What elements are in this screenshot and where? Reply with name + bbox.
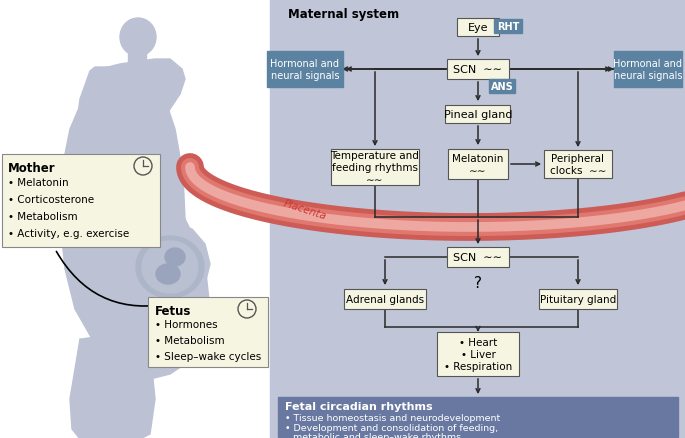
Text: Temperature and
feeding rhythms
∼∼: Temperature and feeding rhythms ∼∼ <box>331 151 419 184</box>
Text: Placenta: Placenta <box>282 198 327 222</box>
Bar <box>0 0 270 438</box>
Ellipse shape <box>165 248 185 266</box>
Text: • Corticosterone: • Corticosterone <box>8 194 94 205</box>
Ellipse shape <box>136 237 204 298</box>
Text: Pineal gland: Pineal gland <box>444 110 512 120</box>
FancyBboxPatch shape <box>448 150 508 180</box>
FancyBboxPatch shape <box>447 247 509 267</box>
Text: Mother: Mother <box>8 162 55 175</box>
FancyBboxPatch shape <box>278 397 678 437</box>
FancyBboxPatch shape <box>544 151 612 179</box>
FancyBboxPatch shape <box>489 80 515 94</box>
Text: Pituitary gland: Pituitary gland <box>540 294 616 304</box>
Polygon shape <box>75 68 185 279</box>
Text: • Metabolism: • Metabolism <box>155 335 225 345</box>
Text: Adrenal glands: Adrenal glands <box>346 294 424 304</box>
Text: Fetal circadian rhythms: Fetal circadian rhythms <box>285 401 433 411</box>
Text: Peripheral
clocks  ∼∼: Peripheral clocks ∼∼ <box>550 154 606 175</box>
FancyBboxPatch shape <box>437 332 519 376</box>
Text: • Heart
• Liver
• Respiration: • Heart • Liver • Respiration <box>444 338 512 371</box>
FancyArrowPatch shape <box>56 252 164 308</box>
FancyBboxPatch shape <box>457 19 499 37</box>
FancyBboxPatch shape <box>148 297 268 367</box>
Text: • Metabolism: • Metabolism <box>8 212 77 222</box>
FancyBboxPatch shape <box>539 290 617 309</box>
Text: • Melatonin: • Melatonin <box>8 177 69 187</box>
Ellipse shape <box>142 241 198 293</box>
FancyBboxPatch shape <box>445 106 510 124</box>
Text: • Tissue homeostasis and neurodevelopment: • Tissue homeostasis and neurodevelopmen… <box>285 413 500 422</box>
Ellipse shape <box>156 265 180 284</box>
Text: • Sleep–wake cycles: • Sleep–wake cycles <box>155 351 261 361</box>
Ellipse shape <box>120 19 156 57</box>
FancyBboxPatch shape <box>2 155 160 247</box>
FancyBboxPatch shape <box>331 150 419 186</box>
FancyBboxPatch shape <box>344 290 426 309</box>
Polygon shape <box>60 60 210 379</box>
Text: • Development and consolidation of feeding,: • Development and consolidation of feedi… <box>285 423 498 432</box>
Bar <box>270 0 685 438</box>
FancyBboxPatch shape <box>447 60 509 80</box>
Polygon shape <box>70 337 155 438</box>
Text: RHT: RHT <box>497 22 519 32</box>
Bar <box>128 54 146 74</box>
Text: Hormonal and
neural signals: Hormonal and neural signals <box>271 59 340 81</box>
Text: ?: ? <box>474 276 482 291</box>
Text: • Hormones: • Hormones <box>155 319 218 329</box>
Text: SCN  ∼∼: SCN ∼∼ <box>453 65 503 75</box>
Text: Hormonal and
neural signals: Hormonal and neural signals <box>614 59 682 81</box>
Text: Eye: Eye <box>468 23 488 33</box>
Text: Fetus: Fetus <box>155 304 191 317</box>
Text: Melatonin
∼∼: Melatonin ∼∼ <box>452 154 503 175</box>
FancyBboxPatch shape <box>267 52 343 88</box>
Text: • Activity, e.g. exercise: • Activity, e.g. exercise <box>8 229 129 238</box>
Text: metabolic and sleep–wake rhythms: metabolic and sleep–wake rhythms <box>293 432 461 438</box>
Text: Maternal system: Maternal system <box>288 8 399 21</box>
Text: SCN  ∼∼: SCN ∼∼ <box>453 252 503 262</box>
Polygon shape <box>125 225 210 307</box>
FancyBboxPatch shape <box>494 20 522 34</box>
FancyBboxPatch shape <box>614 52 682 88</box>
Text: ANS: ANS <box>490 82 513 92</box>
